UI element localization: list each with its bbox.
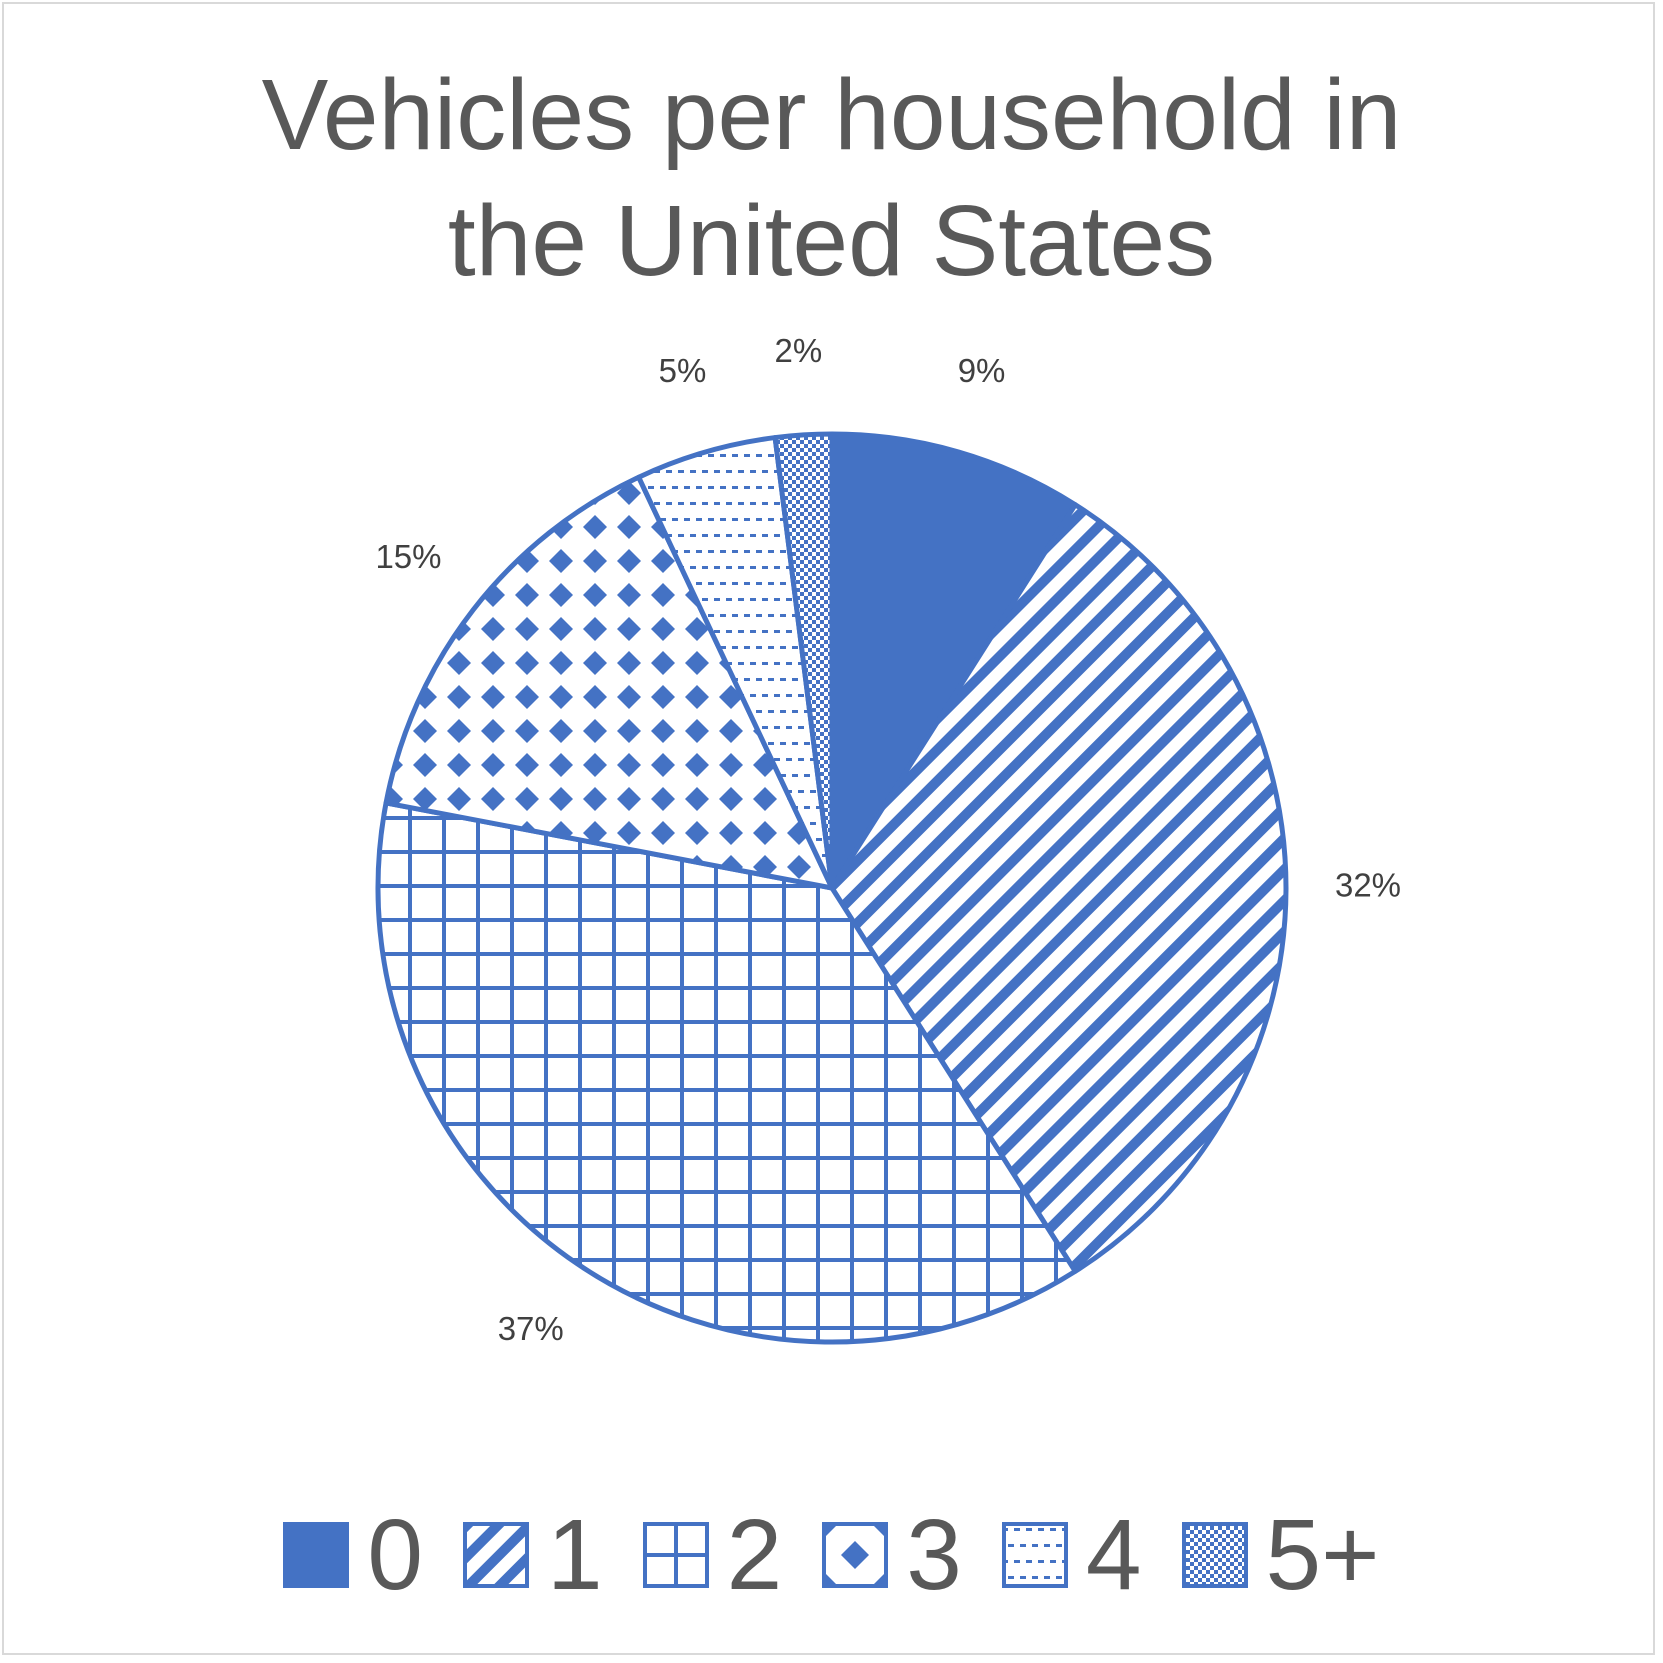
chart-title: Vehicles per household in the United Sta… xyxy=(0,52,1663,304)
legend: 0 1 2 3 4 5+ xyxy=(0,1500,1663,1610)
legend-swatch-5 xyxy=(1181,1522,1248,1588)
pie-slices xyxy=(375,431,1289,1345)
data-label-2: 37% xyxy=(498,1310,564,1347)
legend-swatch-1 xyxy=(463,1522,530,1588)
data-label-3: 15% xyxy=(375,538,441,575)
data-label-4: 5% xyxy=(659,352,707,389)
legend-label-2: 2 xyxy=(726,1499,783,1611)
legend-swatch-3 xyxy=(822,1522,889,1588)
legend-label-3: 3 xyxy=(906,1499,962,1611)
pie-data-labels: 9% 32% 37% 15% 5% 2% xyxy=(375,332,1401,1347)
legend-item-4: 4 xyxy=(1001,1499,1142,1611)
legend-item-2: 2 xyxy=(642,1499,783,1611)
pie-slice-1 xyxy=(829,502,1289,1274)
legend-label-1: 1 xyxy=(547,1499,603,1611)
legend-item-3: 3 xyxy=(822,1500,962,1610)
legend-swatch-2 xyxy=(642,1522,709,1588)
legend-label-0: 0 xyxy=(367,1499,424,1611)
chart-title-line-1: Vehicles per household in xyxy=(261,59,1402,171)
legend-item-1: 1 xyxy=(463,1500,603,1610)
legend-label-5: 5+ xyxy=(1265,1499,1380,1611)
pie-slice-2 xyxy=(375,800,1078,1345)
legend-swatch-4 xyxy=(1001,1522,1068,1588)
pie-slice-5-plus xyxy=(772,431,835,891)
legend-item-5: 5+ xyxy=(1181,1499,1380,1611)
pie-slice-0 xyxy=(829,431,1078,891)
pie-slice-3 xyxy=(383,474,835,891)
data-label-0: 9% xyxy=(958,352,1006,389)
legend-swatch-0 xyxy=(283,1522,350,1588)
pie-slice-4 xyxy=(636,435,835,891)
data-label-1: 32% xyxy=(1335,867,1401,904)
data-label-5-plus: 2% xyxy=(774,332,822,369)
legend-label-4: 4 xyxy=(1085,1499,1142,1611)
legend-item-0: 0 xyxy=(283,1500,423,1610)
chart-title-line-2: the United States xyxy=(447,185,1216,297)
